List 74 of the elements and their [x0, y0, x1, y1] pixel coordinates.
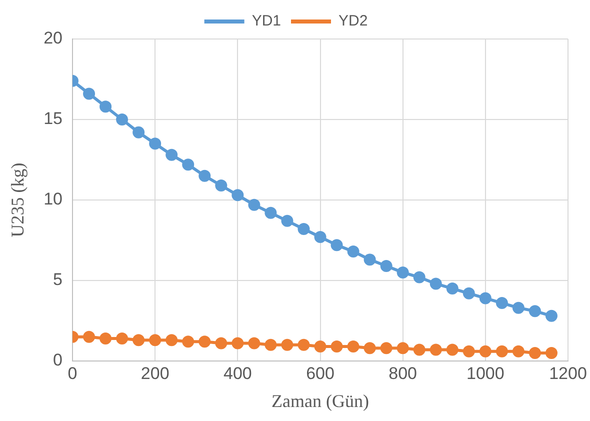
- point: [330, 340, 343, 353]
- point: [215, 337, 228, 350]
- point: [83, 88, 96, 100]
- y-tick-label: 15: [44, 109, 63, 128]
- point: [380, 342, 392, 354]
- point: [347, 246, 360, 258]
- point: [248, 337, 260, 350]
- point: [512, 345, 524, 358]
- point: [545, 310, 558, 322]
- x-tick-label: 400: [223, 364, 252, 383]
- point: [330, 239, 343, 252]
- point: [215, 180, 228, 192]
- point: [364, 342, 376, 354]
- point: [132, 334, 145, 346]
- point: [116, 114, 128, 126]
- point: [198, 336, 211, 348]
- point: [430, 344, 442, 356]
- x-axis-title: Zaman (Gün): [272, 390, 369, 411]
- point: [479, 292, 492, 304]
- point: [496, 345, 508, 358]
- point: [396, 342, 409, 354]
- x-tick-label: 1000: [466, 364, 504, 383]
- point: [264, 206, 277, 219]
- point: [248, 198, 260, 211]
- point: [132, 126, 145, 138]
- point: [314, 231, 326, 244]
- point: [462, 345, 475, 358]
- legend-label: YD1: [252, 12, 282, 30]
- point: [166, 148, 178, 161]
- point: [232, 337, 244, 350]
- point: [281, 214, 294, 227]
- point: [512, 302, 524, 314]
- point: [232, 189, 244, 202]
- y-tick-label: 5: [53, 270, 63, 290]
- point: [462, 287, 475, 300]
- point: [298, 222, 310, 235]
- point: [528, 305, 541, 318]
- point: [413, 344, 426, 356]
- point: [496, 297, 508, 310]
- point: [479, 345, 492, 358]
- point: [198, 170, 211, 182]
- point: [545, 346, 558, 359]
- y-tick-label: 20: [44, 28, 63, 48]
- point: [149, 334, 162, 346]
- y-axis-title: U235 (kg): [8, 162, 28, 238]
- point: [116, 332, 128, 344]
- point: [446, 344, 458, 356]
- legend-label: YD2: [338, 12, 368, 30]
- point: [446, 282, 458, 295]
- point: [166, 334, 178, 346]
- point: [396, 266, 409, 278]
- point: [149, 138, 162, 150]
- point: [100, 332, 112, 344]
- point: [380, 260, 392, 272]
- x-tick-label: 0: [68, 364, 78, 383]
- point: [364, 254, 376, 266]
- point: [298, 338, 310, 351]
- point: [182, 336, 194, 348]
- point: [314, 340, 326, 353]
- x-tick-label: 1200: [549, 364, 587, 383]
- y-tick-label: 10: [44, 190, 63, 209]
- point: [347, 340, 360, 353]
- y-tick-label: 0: [53, 350, 63, 370]
- point: [83, 330, 96, 343]
- point: [182, 158, 194, 171]
- point: [281, 338, 294, 351]
- point: [430, 278, 442, 290]
- x-tick-label: 200: [140, 364, 170, 383]
- point: [528, 346, 541, 359]
- x-tick-label: 600: [306, 364, 334, 383]
- point: [100, 100, 112, 113]
- x-tick-label: 800: [388, 364, 418, 383]
- point: [264, 338, 277, 351]
- point: [413, 271, 426, 284]
